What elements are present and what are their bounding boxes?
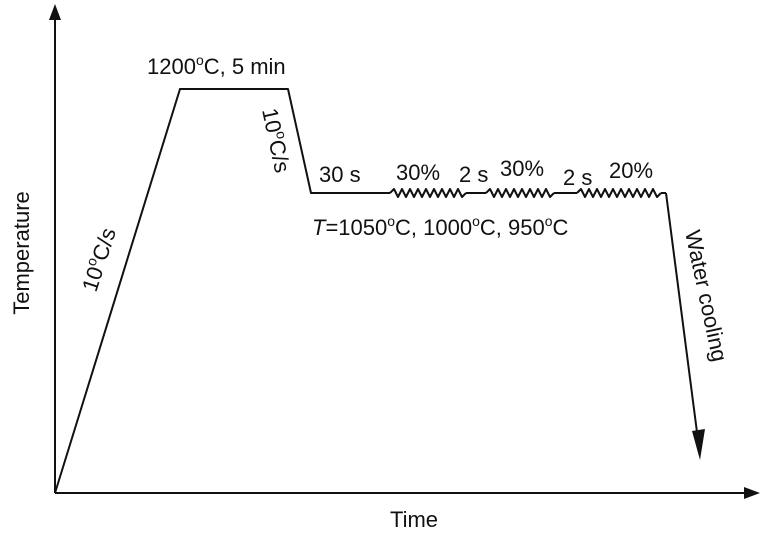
pass-2-label: 30%: [500, 156, 544, 181]
heating-rate-label: 10oC/s: [75, 224, 121, 294]
x-axis-arrowhead: [744, 487, 760, 499]
process-path: [54, 88, 705, 494]
deformation-pass-2: [485, 188, 555, 198]
y-axis-arrowhead: [49, 4, 61, 20]
deformation-temperature-label: T=1050oC, 1000oC, 950oC: [312, 213, 569, 240]
soak-label: 1200oC, 5 min: [147, 52, 286, 79]
water-cooling-arrowhead: [692, 429, 705, 460]
x-axis-title: Time: [390, 507, 438, 532]
heating-ramp-and-soak: [54, 88, 390, 494]
pass-3-label: 20%: [609, 158, 653, 183]
deformation-pass-1: [389, 188, 467, 198]
interval-1-label: 2 s: [459, 162, 488, 187]
water-cooling-label: Water cooling: [680, 228, 732, 364]
water-cooling-line: [665, 192, 699, 441]
y-axis-title: Temperature: [9, 191, 34, 315]
deformation-pass-3: [576, 188, 662, 198]
hold-time-label: 30 s: [319, 162, 361, 187]
pass-1-label: 30%: [396, 160, 440, 185]
axes: [49, 4, 760, 499]
interval-2-label: 2 s: [563, 165, 592, 190]
cooling-rate-label: 10oC/s: [257, 105, 297, 174]
